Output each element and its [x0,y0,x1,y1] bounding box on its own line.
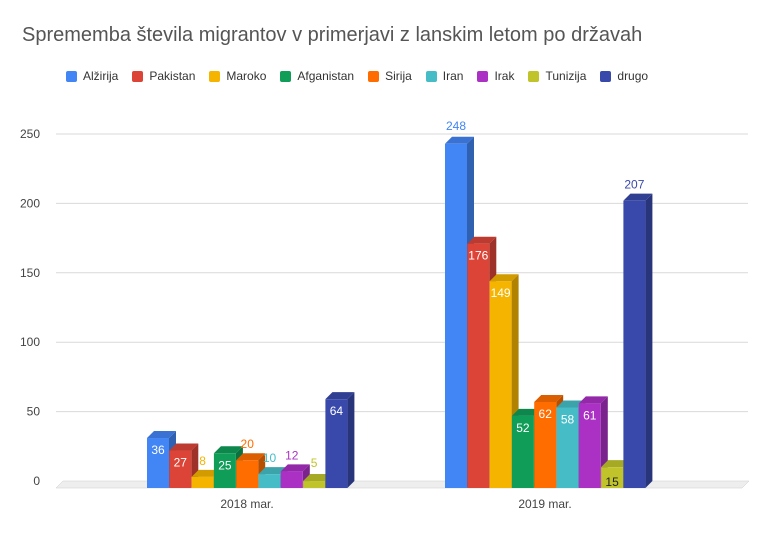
data-label: 248 [446,119,466,133]
bar-front [467,243,490,488]
legend: Alžirija Pakistan Maroko Afganistan Sirija Ir… [66,69,662,83]
bar-top [623,193,653,201]
bar-front [489,281,512,488]
data-label: 149 [491,286,511,300]
bar-front [280,471,303,488]
legend-item-irak: Irak [477,69,514,83]
legend-swatch [280,70,292,82]
legend-swatch [425,70,437,82]
bar-front [511,415,534,488]
bar-front [601,467,624,488]
legend-label: Iran [442,69,464,83]
legend-swatch [528,70,540,82]
data-label: 12 [285,448,299,462]
data-label: 27 [174,456,188,470]
data-label: 5 [311,456,318,470]
legend-label: Sirija [385,69,412,83]
legend-swatch [368,70,380,82]
bar-front [236,460,259,488]
bar-top [258,467,288,475]
bar-front [623,200,646,488]
bar-top [601,460,631,468]
data-label: 52 [516,421,530,435]
bar-front [169,450,192,488]
data-label: 36 [151,443,165,457]
chart-title: Sprememba števila migrantov v primerjavi… [22,24,643,46]
legend-item-alzirija: Alžirija [66,69,118,83]
x-tick-label: 2019 mar. [518,497,571,511]
data-label: 58 [561,412,575,426]
bar-top [511,408,541,416]
legend-item-maroko: Maroko [209,69,266,83]
legend-swatch [132,70,144,82]
bar-front [325,399,348,488]
data-label: 207 [624,178,644,192]
legend-label: Maroko [226,69,267,83]
bar-top [280,464,310,472]
bar-top [169,443,199,451]
bar-top [489,274,519,282]
x-tick-label: 2018 mar. [220,497,273,511]
bar-top [191,469,221,477]
bar-top [147,431,176,439]
data-label: 15 [605,475,619,489]
bar-drugo-2019-mar [623,193,653,488]
legend-label: Alžirija [83,69,119,83]
legend-item-afganistan: Afganistan [280,69,354,83]
legend-item-drugo: drugo [600,69,648,83]
data-label: 8 [199,454,206,468]
bar-front [147,438,169,488]
bar-front [303,481,326,488]
y-tick-label: 50 [27,405,41,419]
data-label: 25 [218,458,232,472]
bar-top [213,446,243,454]
legend-label: Tunizija [545,69,587,83]
data-label: 10 [263,451,277,465]
data-label: 176 [468,249,488,263]
y-tick-label: 0 [33,474,40,488]
bar-top [445,136,474,144]
legend-swatch [477,70,489,82]
y-tick-label: 250 [20,127,40,141]
legend-swatch [66,70,77,82]
y-tick-label: 200 [20,196,40,210]
data-label: 62 [539,407,553,421]
legend-item-sirija: Sirija [368,69,412,83]
legend-label: drugo [617,69,649,83]
legend-swatch [209,70,221,82]
bar-front [578,403,601,488]
bar-top [578,396,608,404]
bar-front [258,474,281,488]
y-tick-label: 100 [20,335,40,349]
bar-front [191,476,214,488]
bar-top [236,453,266,461]
legend-item-pakistan: Pakistan [132,69,195,83]
bar-top [325,392,355,400]
bar-side [645,193,653,488]
bar-front [556,407,579,488]
bar-front [213,453,236,488]
legend-label: Irak [494,69,515,83]
legend-item-tunizija: Tunizija [528,69,586,83]
data-label: 20 [241,437,255,451]
bar-front [445,143,467,488]
bar-top [467,236,497,244]
y-tick-label: 150 [20,266,40,280]
bar-side [347,392,355,488]
bar-top [534,394,564,402]
bar-top [303,474,333,482]
data-label: 64 [330,404,344,418]
bar-top [556,400,586,408]
legend-item-iran: Iran [425,69,464,83]
bar-front [534,401,557,488]
legend-label: Pakistan [149,69,196,83]
legend-swatch [600,70,612,82]
bar-drugo-2018-mar [325,392,355,488]
legend-label: Afganistan [297,69,355,83]
data-label: 61 [583,408,597,422]
